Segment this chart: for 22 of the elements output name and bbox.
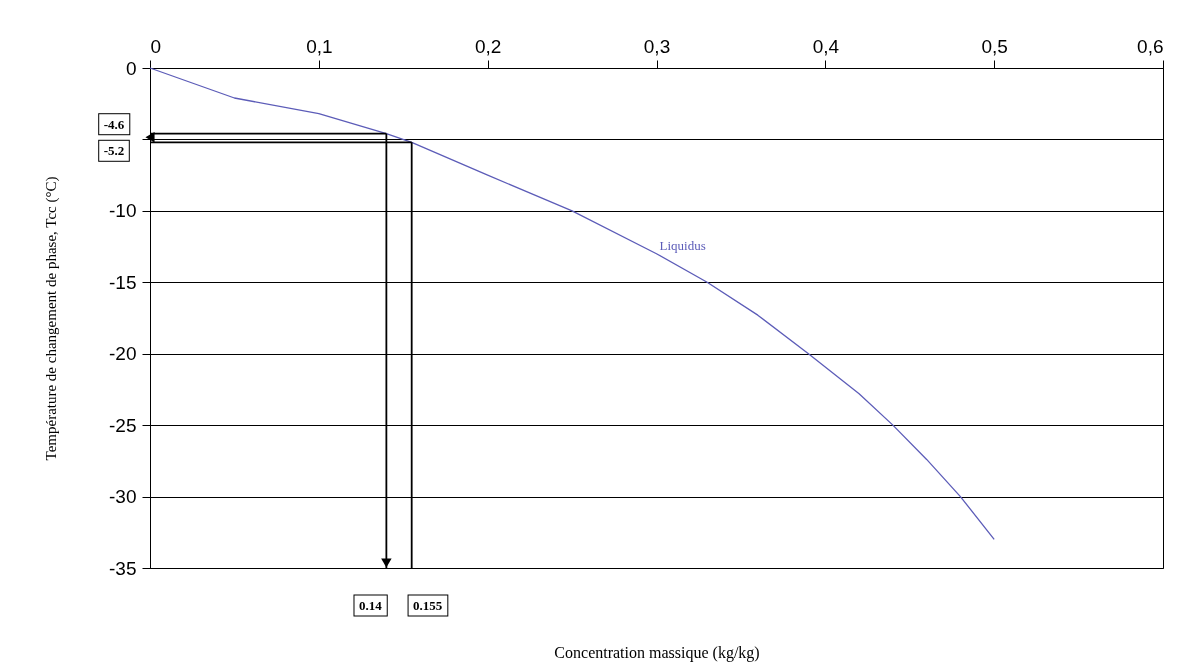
series-label: Liquidus [659,237,706,253]
y-tick-label: -15 [109,271,137,293]
y-tick-label: -30 [109,486,137,508]
x-tick-label: 0,4 [812,35,840,57]
y-tick-label: -25 [109,414,137,436]
y-tick-label: -20 [109,343,137,365]
x-tick-label: 0 [150,35,162,57]
x-tick-label: 0,6 [1137,35,1164,57]
ref-line-label: 0.14 [358,598,383,613]
y-tick-label: -35 [109,557,137,579]
x-tick-label: 0,3 [643,35,671,57]
x-axis-title: Concentration massique (kg/kg) [554,643,760,662]
y-tick-label: -10 [109,200,137,222]
x-tick-label: 0,2 [474,35,502,57]
x-tick-label: 0,1 [306,35,333,57]
y-tick-label: 0 [125,57,137,79]
y-axis-title: Température de changement de phase, Tcc (°C) [42,176,60,461]
x-tick-label: 0,5 [981,35,1008,57]
line-series [149,67,995,541]
legend-label: 0.155 [413,598,443,613]
ref-line-label: -5.2 [103,143,125,159]
ref-line-label: -4.6 [103,116,125,132]
